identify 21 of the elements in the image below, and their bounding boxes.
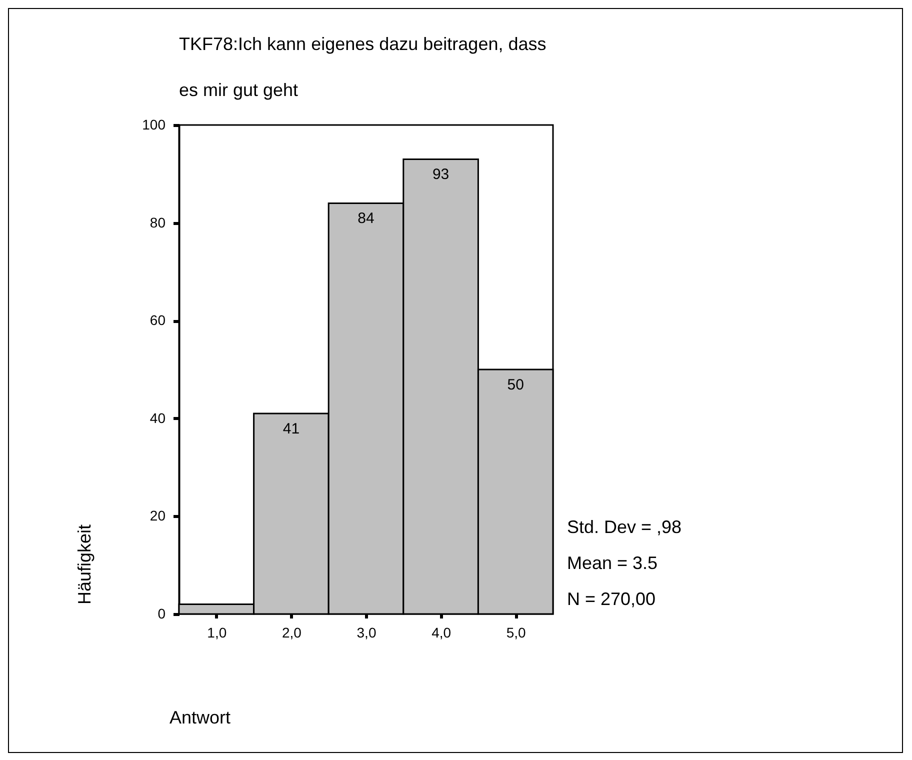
y-axis-title: Häufigkeit bbox=[74, 524, 94, 604]
text: Mean = 3.5 bbox=[567, 553, 658, 573]
x-tick-label: 3,0 bbox=[356, 624, 376, 640]
x-tick-label: 5,0 bbox=[506, 624, 526, 640]
y-tick-label: 100 bbox=[142, 116, 166, 132]
y-tick-label: 40 bbox=[150, 410, 166, 426]
chart-title: TKF78:Ich kann eigenes dazu beitragen, dass es mir gut geht bbox=[179, 34, 546, 100]
x-tick-label: 1,0 bbox=[207, 624, 227, 640]
x-axis-title: Antwort bbox=[170, 708, 231, 728]
y-tick-label: 60 bbox=[150, 312, 166, 328]
data-label: 93 bbox=[432, 166, 450, 184]
text: Std. Dev = ,98 bbox=[567, 517, 682, 537]
y-tick-label: 80 bbox=[150, 214, 166, 230]
y-tick-label: 0 bbox=[158, 606, 166, 622]
data-label: 41 bbox=[282, 420, 300, 438]
x-tick-label: 4,0 bbox=[432, 624, 452, 640]
text: N = 270,00 bbox=[567, 589, 656, 609]
data-label: 50 bbox=[507, 376, 524, 394]
data-label: 84 bbox=[358, 210, 374, 228]
x-tick-label: 2,0 bbox=[282, 624, 302, 640]
y-tick-label: 20 bbox=[150, 508, 166, 524]
